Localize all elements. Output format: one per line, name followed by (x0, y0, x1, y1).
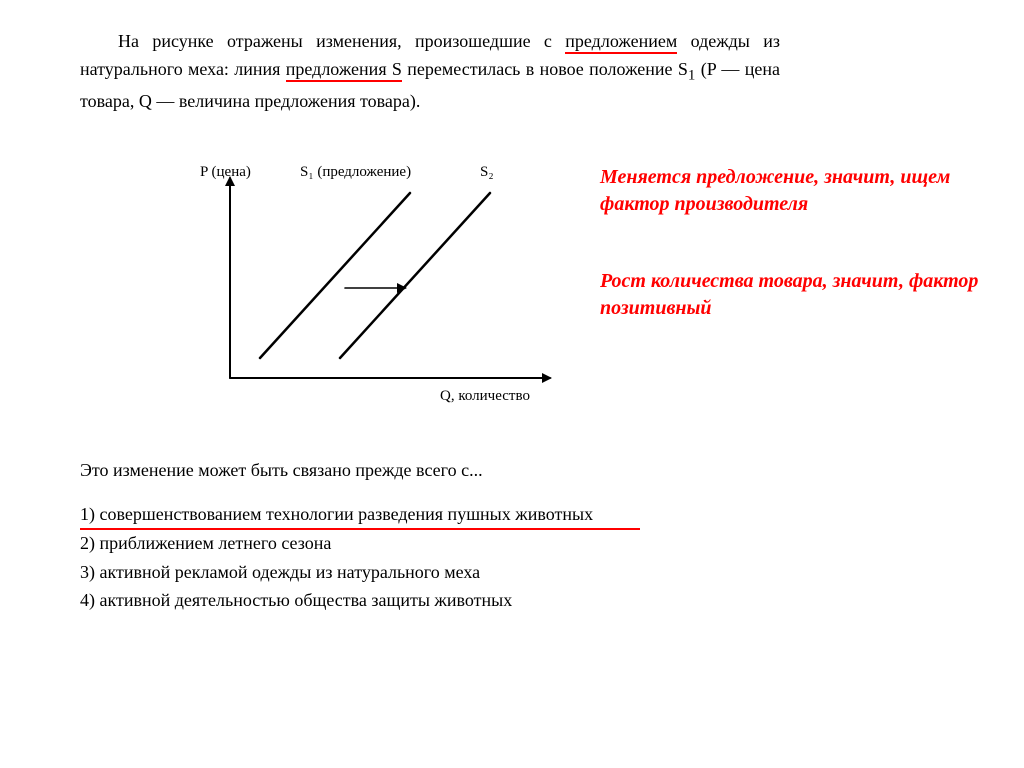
option-3-text: 3) активной рекламой одежды из натуральн… (80, 562, 480, 582)
svg-text:S₁ (предложение): S₁ (предложение) (300, 164, 411, 180)
para-pre: На рисунке отражены изменения, произошед… (118, 31, 565, 51)
svg-text:S₂: S₂ (480, 164, 494, 180)
annotation-2: Рост количества товара, значит, фактор п… (600, 268, 980, 322)
answer-options: 1) совершенствованием технологии разведе… (80, 500, 593, 615)
para-ul2: предложения S (286, 59, 402, 82)
option-1-text: 1) совершенствованием технологии разведе… (80, 504, 593, 524)
option-2: 2) приближением летнего сезона (80, 529, 593, 558)
supply-chart: P (цена) S₁ (предложение) S₂ Q, количество (180, 158, 580, 418)
option-4: 4) активной деятельностью общества защит… (80, 586, 593, 615)
svg-text:Q, количество: Q, количество (440, 388, 530, 404)
supply-chart-svg: P (цена) S₁ (предложение) S₂ Q, количество (180, 158, 580, 418)
option-2-text: 2) приближением летнего сезона (80, 533, 331, 553)
svg-text:P (цена): P (цена) (200, 164, 251, 180)
option-4-text: 4) активной деятельностью общества защит… (80, 590, 512, 610)
option-1: 1) совершенствованием технологии разведе… (80, 500, 593, 529)
task-paragraph: На рисунке отражены изменения, произошед… (80, 28, 780, 116)
para-ul1: предложением (565, 31, 677, 54)
annotation-1: Меняется предложение, значит, ищем факто… (600, 164, 980, 218)
question-text: Это изменение может быть связано прежде … (80, 460, 483, 481)
para-mid2: переместилась в новое положение S (402, 59, 688, 79)
option-3: 3) активной рекламой одежды из натуральн… (80, 558, 593, 587)
